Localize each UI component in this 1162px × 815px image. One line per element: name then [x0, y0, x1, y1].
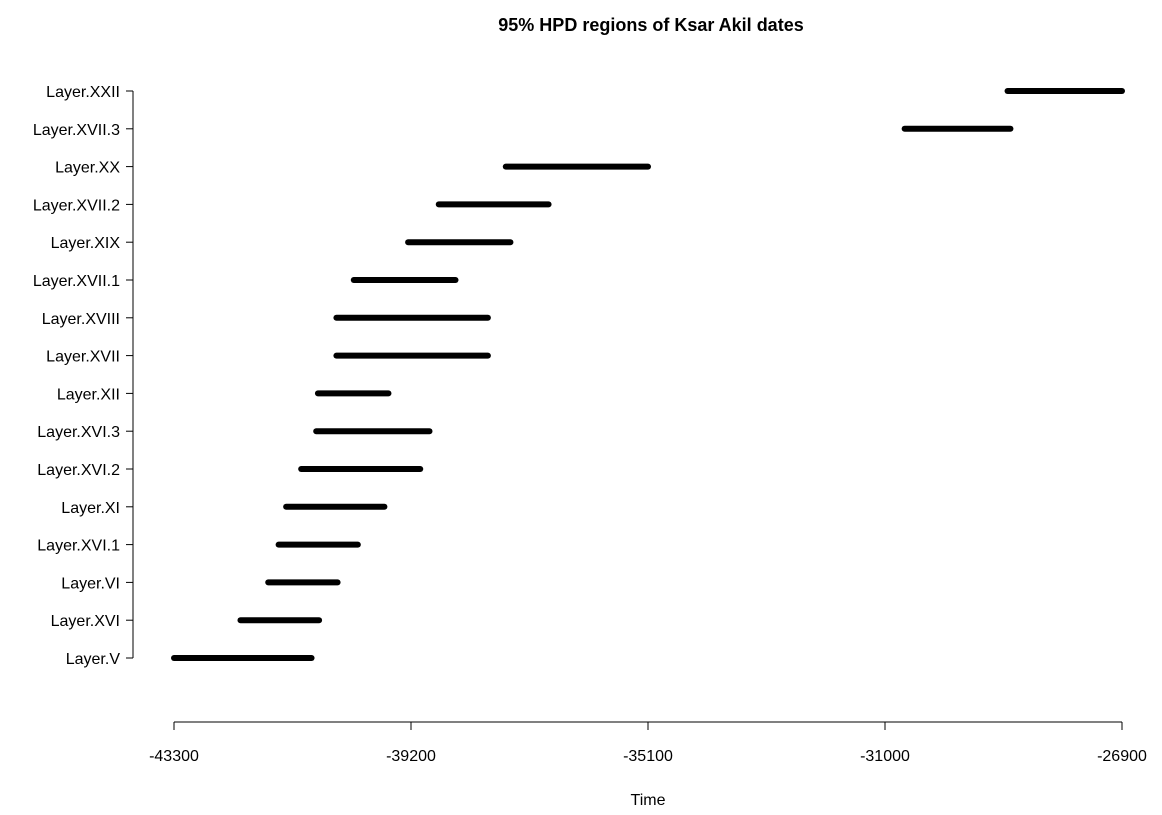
- x-tick-label: -31000: [860, 748, 910, 765]
- y-tick-label: Layer.XVII.1: [33, 273, 120, 290]
- x-tick-label: -43300: [149, 748, 199, 765]
- y-tick-label: Layer.XVI: [51, 613, 120, 630]
- y-tick-label: Layer.XVI.3: [37, 424, 120, 441]
- x-tick-label: -35100: [623, 748, 673, 765]
- x-tick-label: -39200: [386, 748, 436, 765]
- chart-title: 95% HPD regions of Ksar Akil dates: [498, 15, 803, 35]
- y-tick-label: Layer.XXII: [46, 84, 120, 101]
- y-tick-label: Layer.XI: [61, 500, 120, 517]
- y-tick-label: Layer.XVII.2: [33, 197, 120, 214]
- hpd-bars: [171, 88, 1125, 661]
- y-tick-label: Layer.V: [66, 651, 121, 668]
- y-tick-label: Layer.XVIII: [42, 311, 120, 328]
- y-tick-label: Layer.XIX: [51, 235, 121, 252]
- y-tick-label: Layer.XVI.1: [37, 538, 120, 555]
- x-tick-label: -26900: [1097, 748, 1147, 765]
- x-axis: -43300 -39200 -35100 -31000 -26900: [149, 721, 1147, 765]
- y-tick-label: Layer.XII: [57, 386, 120, 403]
- x-axis-title: Time: [631, 792, 666, 809]
- y-tick-label: Layer.XVII: [46, 349, 120, 366]
- y-tick-label: Layer.XX: [55, 160, 120, 177]
- y-axis: Layer.XXII Layer.XVII.3 Layer.XX Layer.XVII…: [33, 84, 134, 668]
- y-tick-label: Layer.VI: [61, 575, 120, 592]
- y-tick-label: Layer.XVII.3: [33, 122, 120, 139]
- y-tick-label: Layer.XVI.2: [37, 462, 120, 479]
